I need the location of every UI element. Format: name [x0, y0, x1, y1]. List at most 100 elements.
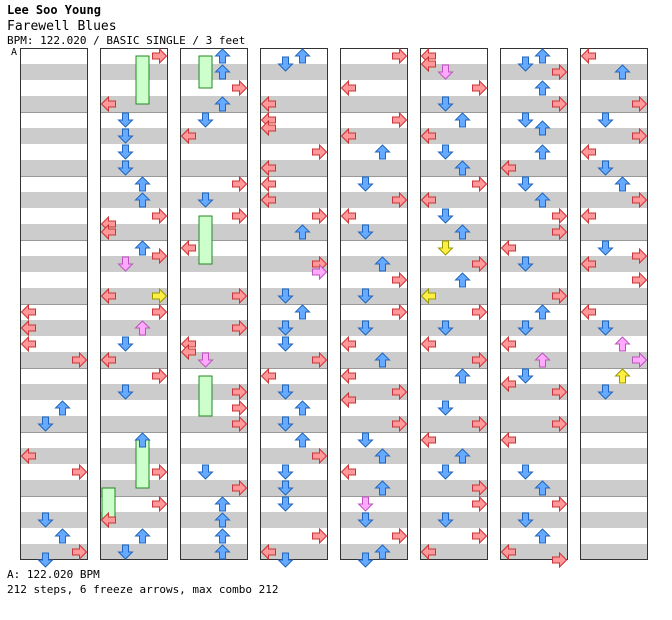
step-arrow-left: [260, 95, 276, 113]
step-arrow-up: [214, 48, 231, 64]
step-arrow-up: [294, 224, 311, 240]
step-arrow-left: [260, 119, 276, 137]
step-arrow-right: [392, 415, 408, 433]
step-arrow-down: [117, 384, 134, 400]
step-arrow-right: [232, 415, 248, 433]
chart-column: [420, 48, 488, 560]
step-arrow-up: [374, 256, 391, 272]
chart-column: [340, 48, 408, 560]
step-arrow-down: [117, 336, 134, 352]
step-arrow-down: [597, 240, 614, 256]
step-arrow-right: [552, 551, 568, 569]
step-arrow-down: [597, 384, 614, 400]
step-arrow-right: [152, 287, 168, 305]
step-arrow-left: [420, 55, 436, 73]
song-title: Farewell Blues: [7, 19, 117, 34]
step-arrow-left: [420, 191, 436, 209]
chart-column: [580, 48, 648, 560]
freeze-arrow: [198, 55, 213, 89]
step-arrow-down: [277, 56, 294, 72]
step-arrow-right: [552, 207, 568, 225]
step-arrow-left: [500, 335, 516, 353]
step-arrow-right: [152, 47, 168, 65]
step-arrow-up: [214, 496, 231, 512]
step-arrow-down: [517, 176, 534, 192]
step-arrow-down: [37, 512, 54, 528]
step-arrow-down: [597, 320, 614, 336]
step-arrow-down: [517, 256, 534, 272]
step-arrow-right: [72, 463, 88, 481]
step-arrow-right: [312, 263, 328, 281]
freeze-arrow: [198, 375, 213, 417]
step-arrow-up: [534, 304, 551, 320]
step-arrow-up: [534, 352, 551, 368]
step-arrow-up: [454, 160, 471, 176]
step-arrow-right: [552, 63, 568, 81]
step-arrow-up: [614, 336, 631, 352]
step-arrow-right: [552, 95, 568, 113]
step-arrow-right: [472, 415, 488, 433]
step-arrow-left: [20, 447, 36, 465]
step-arrow-up: [134, 320, 151, 336]
step-arrow-left: [420, 335, 436, 353]
step-arrow-up: [294, 400, 311, 416]
step-arrow-down: [357, 512, 374, 528]
step-arrow-right: [232, 383, 248, 401]
step-arrow-left: [500, 159, 516, 177]
step-arrow-down: [37, 416, 54, 432]
artist-name: Lee Soo Young: [7, 3, 101, 17]
step-arrow-down: [437, 320, 454, 336]
step-arrow-right: [632, 95, 648, 113]
step-arrow-up: [214, 528, 231, 544]
step-arrow-right: [552, 223, 568, 241]
step-arrow-right: [232, 287, 248, 305]
step-arrow-right: [632, 271, 648, 289]
step-arrow-right: [232, 399, 248, 417]
step-arrow-down: [197, 464, 214, 480]
step-arrow-right: [232, 175, 248, 193]
chart-column: [500, 48, 568, 560]
step-arrow-right: [152, 367, 168, 385]
step-arrow-down: [437, 144, 454, 160]
step-arrow-left: [180, 127, 196, 145]
step-arrow-up: [454, 368, 471, 384]
step-arrow-up: [374, 480, 391, 496]
step-arrow-left: [420, 431, 436, 449]
step-arrow-up: [214, 96, 231, 112]
step-arrow-up: [134, 528, 151, 544]
step-arrow-left: [100, 287, 116, 305]
step-arrow-left: [580, 303, 596, 321]
step-arrow-down: [597, 112, 614, 128]
step-arrow-right: [232, 479, 248, 497]
step-arrow-left: [180, 239, 196, 257]
step-arrow-left: [340, 127, 356, 145]
chart-column: [20, 48, 88, 560]
step-arrow-up: [534, 192, 551, 208]
step-arrow-left: [340, 463, 356, 481]
step-arrow-up: [374, 352, 391, 368]
step-arrow-down: [117, 256, 134, 272]
step-arrow-up: [534, 80, 551, 96]
step-arrow-up: [214, 512, 231, 528]
freeze-arrow: [198, 215, 213, 265]
step-arrow-down: [197, 352, 214, 368]
step-arrow-down: [437, 96, 454, 112]
step-arrow-left: [340, 367, 356, 385]
step-arrow-down: [277, 480, 294, 496]
step-arrow-down: [277, 464, 294, 480]
step-arrow-right: [312, 143, 328, 161]
step-arrow-right: [232, 79, 248, 97]
step-arrow-left: [500, 431, 516, 449]
step-arrow-right: [632, 351, 648, 369]
step-arrow-up: [534, 528, 551, 544]
step-arrow-right: [392, 271, 408, 289]
step-arrow-left: [500, 543, 516, 561]
step-arrow-up: [454, 224, 471, 240]
step-arrow-down: [437, 208, 454, 224]
step-arrow-down: [277, 384, 294, 400]
step-arrow-up: [534, 144, 551, 160]
step-arrow-right: [312, 447, 328, 465]
step-arrow-down: [117, 128, 134, 144]
step-arrow-up: [534, 48, 551, 64]
step-arrow-right: [472, 495, 488, 513]
